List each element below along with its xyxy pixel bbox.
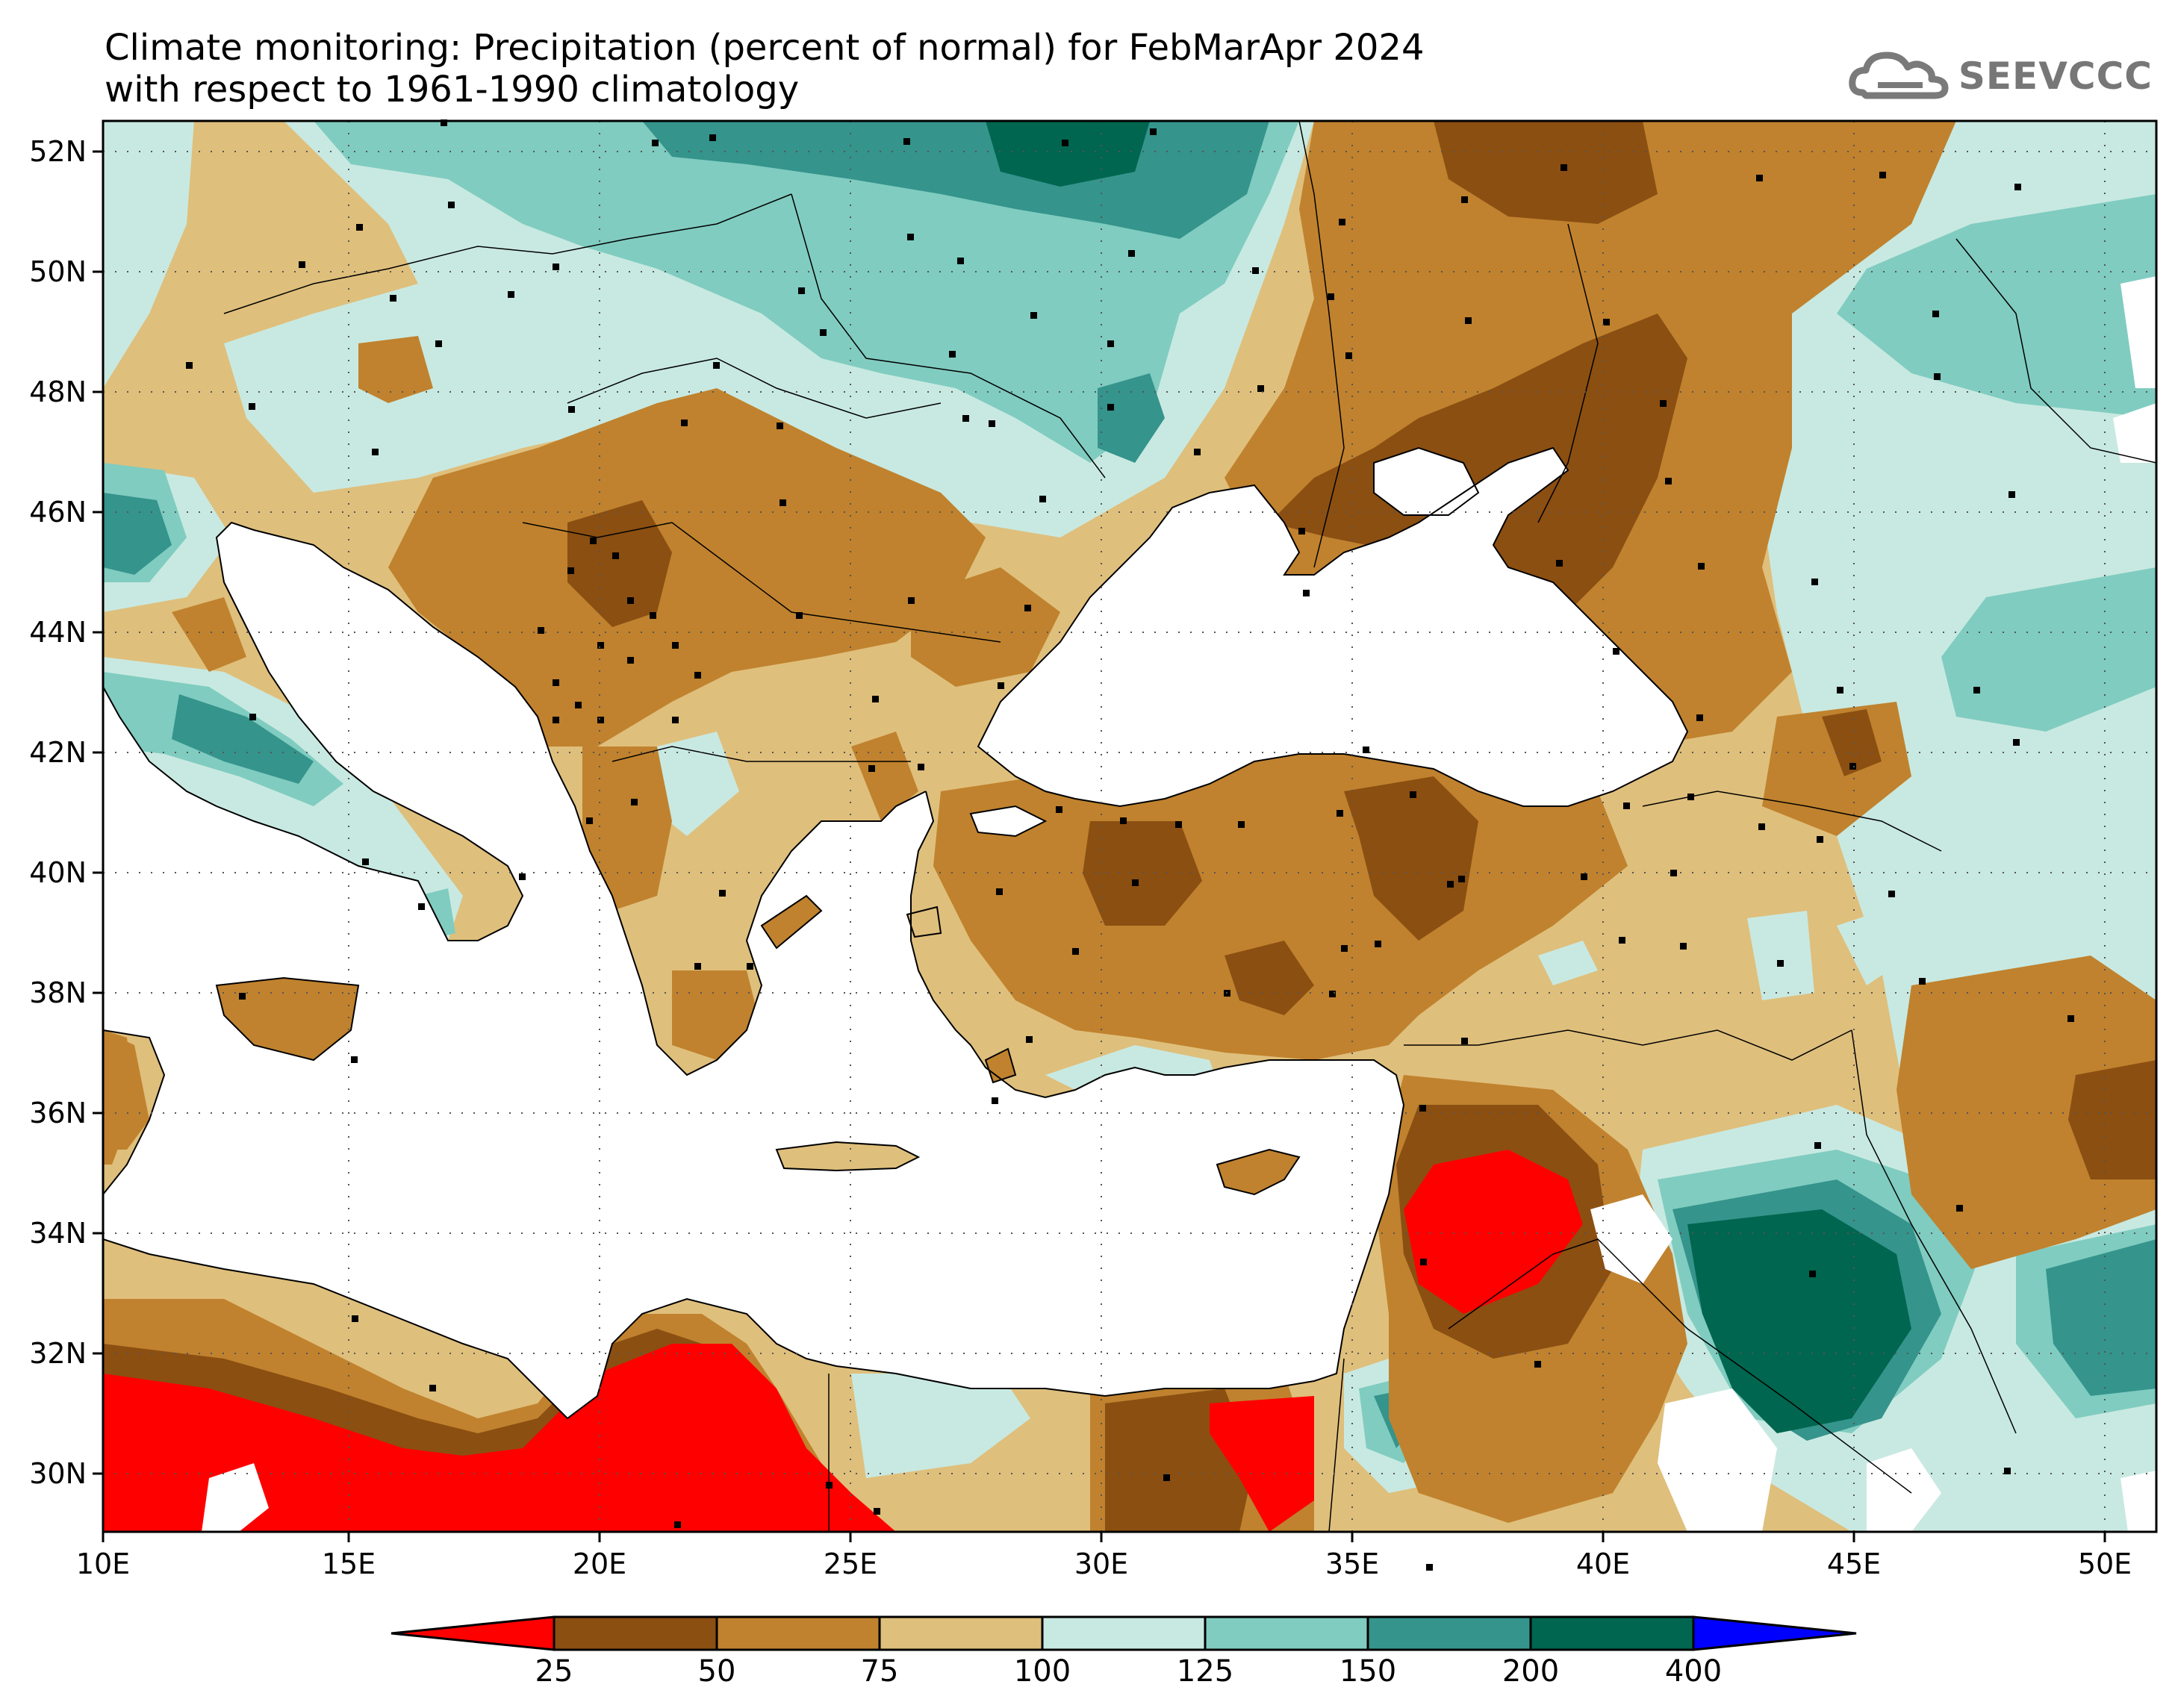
lat-labels: 52N 50N 48N 46N 44N 42N 40N 38N 36N 34N … <box>29 135 87 1490</box>
axis-ticks <box>93 150 2106 1542</box>
lon-label: 15E <box>322 1548 376 1580</box>
colorbar-label: 75 <box>861 1654 899 1689</box>
colorbar-bin-100-125 <box>1041 1615 1207 1651</box>
country-borders <box>223 121 2156 1532</box>
colorbar-bin-75-100 <box>878 1615 1044 1651</box>
sicily <box>217 978 358 1060</box>
lat-label: 44N <box>29 616 87 649</box>
map-subtitle: with respect to 1961-1990 climatology <box>105 69 800 110</box>
mediterranean-sea <box>103 523 1404 1418</box>
crete <box>777 1142 918 1171</box>
lat-label: 40N <box>29 856 87 889</box>
lon-label: 25E <box>824 1548 877 1580</box>
cloud-logo-icon <box>1849 52 1949 99</box>
colorbar-above-arrow <box>1692 1615 1857 1651</box>
colorbar-label: 400 <box>1665 1654 1722 1689</box>
lesbos <box>907 907 941 937</box>
lon-label: 45E <box>1827 1548 1881 1580</box>
lat-label: 50N <box>29 255 87 288</box>
black-sea <box>978 448 1687 806</box>
colorbar-label: 150 <box>1339 1654 1396 1689</box>
colorbar-bin-200-400 <box>1529 1615 1695 1651</box>
station-markers <box>186 119 2074 1571</box>
colorbar-label: 125 <box>1177 1654 1233 1689</box>
lat-label: 46N <box>29 496 87 529</box>
colorbar-bin-25-50 <box>553 1615 718 1651</box>
coastlines <box>103 446 1689 1420</box>
map-title: Climate monitoring: Precipitation (perce… <box>105 27 1425 69</box>
cyprus <box>1217 1150 1299 1194</box>
lat-label: 48N <box>29 375 87 408</box>
graticule <box>103 121 2156 1532</box>
colorbar-bin-125-150 <box>1204 1615 1369 1651</box>
colorbar-label: 100 <box>1014 1654 1071 1689</box>
lon-label: 30E <box>1074 1548 1128 1580</box>
lat-label: 52N <box>29 135 87 168</box>
lat-label: 36N <box>29 1097 87 1129</box>
colorbar-bin-50-75 <box>715 1615 881 1651</box>
lat-label: 38N <box>29 976 87 1009</box>
precipitation-field <box>103 121 2156 1532</box>
lon-label: 20E <box>573 1548 626 1580</box>
lat-label: 30N <box>29 1457 87 1490</box>
colorbar-label: 50 <box>698 1654 736 1689</box>
lat-label: 42N <box>29 736 87 769</box>
lon-label: 35E <box>1325 1548 1379 1580</box>
map-frame <box>102 119 2158 1533</box>
lon-label: 10E <box>76 1548 130 1580</box>
colorbar-label: 25 <box>535 1654 573 1689</box>
lon-label: 40E <box>1576 1548 1630 1580</box>
logo-text: SEEVCCC <box>1958 54 2153 98</box>
lon-labels: 10E 15E 20E 25E 30E 35E 40E 45E 50E <box>76 1548 2132 1580</box>
lon-label: 50E <box>2078 1548 2132 1580</box>
colorbar-below-arrow <box>390 1615 556 1651</box>
seevccc-logo: SEEVCCC <box>1848 46 2153 106</box>
colorbar: 25 50 75 100 125 150 200 400 <box>390 1615 1857 1689</box>
lat-label: 32N <box>29 1337 87 1370</box>
lat-label: 34N <box>29 1217 87 1250</box>
colorbar-bin-150-200 <box>1366 1615 1532 1651</box>
sea-of-azov <box>1374 448 1478 515</box>
colorbar-label: 200 <box>1502 1654 1559 1689</box>
sardinia-east-edge <box>103 1030 134 1165</box>
euboea <box>762 896 821 948</box>
marmara-sea <box>971 806 1045 836</box>
